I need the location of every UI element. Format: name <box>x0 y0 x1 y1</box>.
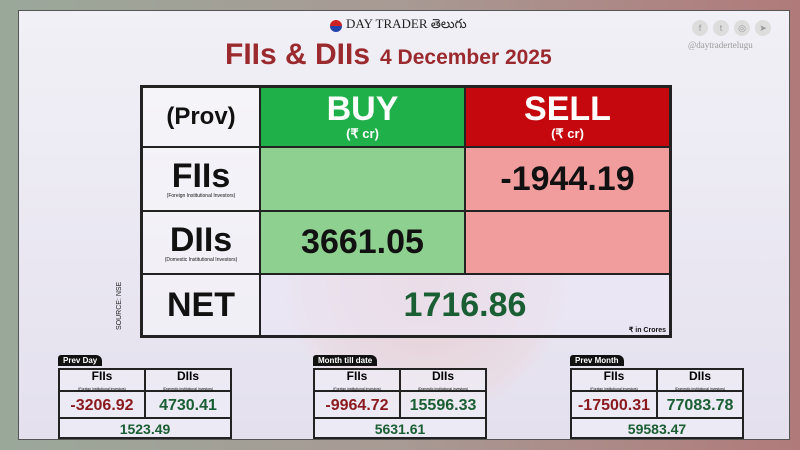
fii-sell-cell: -1944.19 <box>465 147 670 211</box>
facebook-icon[interactable]: f <box>692 20 708 36</box>
dii-sub: (Domestic Institutional Investors) <box>164 256 238 263</box>
dii-label: DIIs <box>176 369 199 383</box>
dii-value: 77083.78 <box>657 391 743 418</box>
instagram-icon[interactable]: ◎ <box>734 20 750 36</box>
dii-sub: (Domestic institutional investors) <box>162 387 214 391</box>
net-label: NET <box>167 286 235 324</box>
summary-month-till-date: Month till date FIIs (Foreign institution… <box>313 350 487 439</box>
dii-buy-cell: 3661.05 <box>260 211 465 274</box>
fii-label-cell: FIIs (Foreign Institutional Investors) <box>142 147 260 211</box>
net-cell: 1716.86 ₹ in Crores <box>260 274 670 336</box>
dii-header: DIIs (Domestic institutional investors) <box>400 369 486 391</box>
social-links: f t ◎ ➤ <box>692 20 771 36</box>
sell-unit: (₹ cr) <box>551 126 584 141</box>
brand-name: DAY TRADER తెలుగు <box>346 16 467 31</box>
brand: DAY TRADER తెలుగు <box>330 16 467 35</box>
fii-sub: (Foreign institutional investors) <box>333 387 381 391</box>
dii-header: DIIs (Domestic institutional investors) <box>657 369 743 391</box>
flows-table: (Prov) BUY (₹ cr) SELL (₹ cr) FIIs (Foreign… <box>140 85 672 338</box>
summary-table: FIIs (Foreign institutional investors) DI… <box>570 368 744 439</box>
fii-header: FIIs (Foreign institutional investors) <box>59 369 145 391</box>
fii-label: FIIs <box>603 369 625 383</box>
fii-header: FIIs (Foreign institutional investors) <box>571 369 657 391</box>
dii-buy-value: 3661.05 <box>301 223 424 261</box>
title-date: 4 December 2025 <box>380 46 552 69</box>
dii-sub: (Domestic institutional investors) <box>674 387 726 391</box>
net-value: 1523.49 <box>59 418 231 438</box>
sell-header: SELL (₹ cr) <box>465 87 670 147</box>
net-label-cell: NET <box>142 274 260 336</box>
sell-label: SELL <box>524 90 611 128</box>
dii-label: DIIs <box>431 369 454 383</box>
summary-table: FIIs (Foreign institutional investors) DI… <box>313 368 487 439</box>
fii-value: -17500.31 <box>571 391 657 418</box>
fii-sub: (Foreign Institutional Investors) <box>166 193 236 199</box>
fii-label: FIIs <box>171 157 231 195</box>
net-value: 5631.61 <box>314 418 486 438</box>
fii-value: -3206.92 <box>59 391 145 418</box>
buy-header: BUY (₹ cr) <box>260 87 465 147</box>
summary-table: FIIs (Foreign institutional investors) DI… <box>58 368 232 439</box>
fii-label: FIIs <box>91 369 113 383</box>
dii-label-cell: DIIs (Domestic Institutional Investors) <box>142 211 260 274</box>
fii-label: FIIs <box>346 369 368 383</box>
net-value: 1716.86 <box>403 285 527 324</box>
net-value: 59583.47 <box>571 418 743 438</box>
telegram-icon[interactable]: ➤ <box>755 20 771 36</box>
title-main: FIIs & DIIs <box>225 38 371 71</box>
dii-header: DIIs (Domestic institutional investors) <box>145 369 231 391</box>
page-title: FIIs & DIIs 4 December 2025 <box>225 38 552 72</box>
dii-sub: (Domestic institutional investors) <box>417 387 469 391</box>
buy-label: BUY <box>326 90 399 128</box>
corner-label: (Prov) <box>166 103 236 130</box>
fii-sub: (Foreign institutional investors) <box>590 387 638 391</box>
summary-prev-month: Prev Month FIIs (Foreign institutional in… <box>570 350 744 439</box>
dii-sell-cell <box>465 211 670 274</box>
twitter-icon[interactable]: t <box>713 20 729 36</box>
fii-value: -9964.72 <box>314 391 400 418</box>
summary-tab: Prev Day <box>58 355 103 366</box>
summary-tab: Month till date <box>313 355 378 366</box>
buy-unit: (₹ cr) <box>346 126 379 141</box>
dii-label: DIIs <box>688 369 711 383</box>
brand-logo-icon <box>330 19 342 32</box>
summary-tab: Prev Month <box>570 355 624 366</box>
fii-buy-cell <box>260 147 465 211</box>
fii-sub: (Foreign institutional investors) <box>78 387 126 391</box>
fii-header: FIIs (Foreign institutional investors) <box>314 369 400 391</box>
corner-cell: (Prov) <box>142 87 260 147</box>
dii-value: 15596.33 <box>400 391 486 418</box>
summary-prev-day: Prev Day FIIs (Foreign institutional inve… <box>58 350 232 439</box>
dii-label: DIIs <box>169 220 233 259</box>
source-label: SOURCE: NSE <box>116 281 123 330</box>
fii-sell-value: -1944.19 <box>500 159 635 198</box>
social-handle: @daytradertelugu <box>688 40 753 50</box>
unit-note: ₹ in Crores <box>628 327 666 334</box>
dii-value: 4730.41 <box>145 391 231 418</box>
